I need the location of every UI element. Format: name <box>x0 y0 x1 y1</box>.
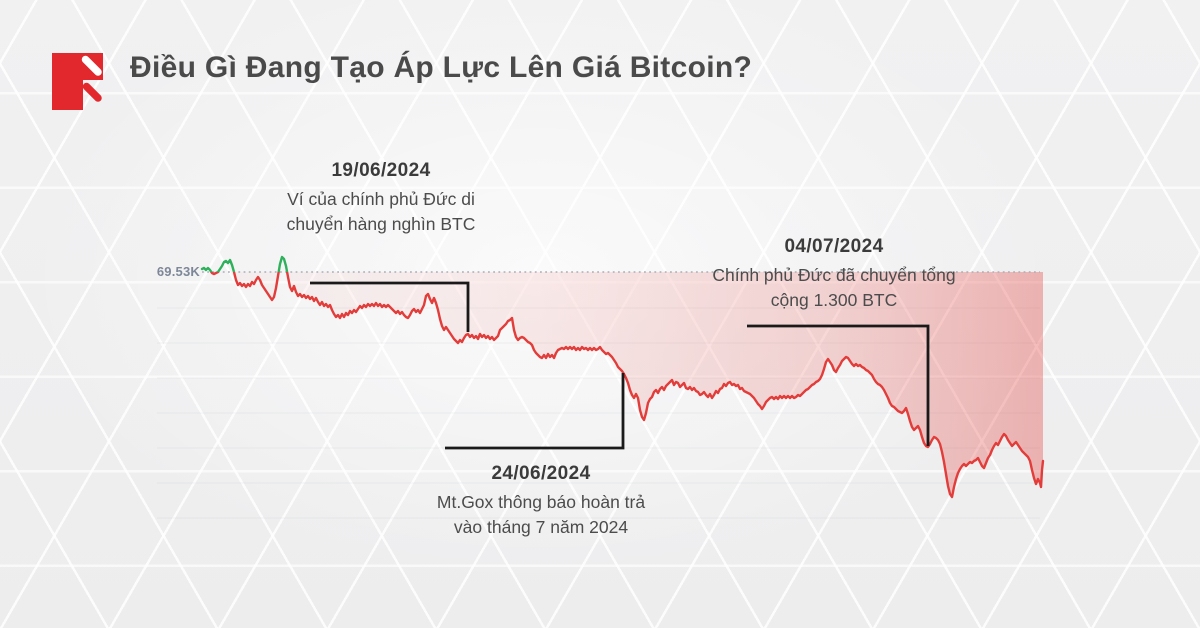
annotation-text-line: chuyển hàng nghìn BTC <box>286 214 476 234</box>
bracket-24-06-icon <box>445 373 625 450</box>
logo-white-slash-icon <box>81 55 102 76</box>
annotation-24-06: 24/06/2024 Mt.Gox thông báo hoàn trả vào… <box>437 463 645 540</box>
annotation-text-line: Ví của chính phủ Đức di <box>287 189 475 209</box>
logo-red-slash-icon <box>82 82 102 102</box>
logo-square-shape <box>52 53 103 110</box>
brand-logo <box>52 53 103 110</box>
annotation-date: 19/06/2024 <box>331 160 431 181</box>
annotation-brackets <box>310 281 930 450</box>
annotation-date: 04/07/2024 <box>784 236 884 257</box>
annotation-19-06: 19/06/2024 Ví của chính phủ Đức di chuyể… <box>287 160 476 237</box>
annotation-date: 24/06/2024 <box>491 463 591 484</box>
bracket-04-07-icon <box>747 324 930 446</box>
annotation-text-line: Chính phủ Đức đã chuyển tổng <box>712 265 956 285</box>
bracket-19-06-icon <box>310 281 470 332</box>
price-loss-area-fill <box>202 272 1043 497</box>
annotation-text-line: Mt.Gox thông báo hoàn trả <box>436 492 646 512</box>
annotation-text-line: vào tháng 7 năm 2024 <box>453 517 629 537</box>
annotation-text-line: cộng 1.300 BTC <box>770 290 898 310</box>
annotation-04-07: 04/07/2024 Chính phủ Đức đã chuyển tổng … <box>712 236 955 313</box>
baseline-price-label: 69.53K <box>156 264 200 279</box>
page-title: Điều Gì Đang Tạo Áp Lực Lên Giá Bitcoin? <box>130 51 753 84</box>
